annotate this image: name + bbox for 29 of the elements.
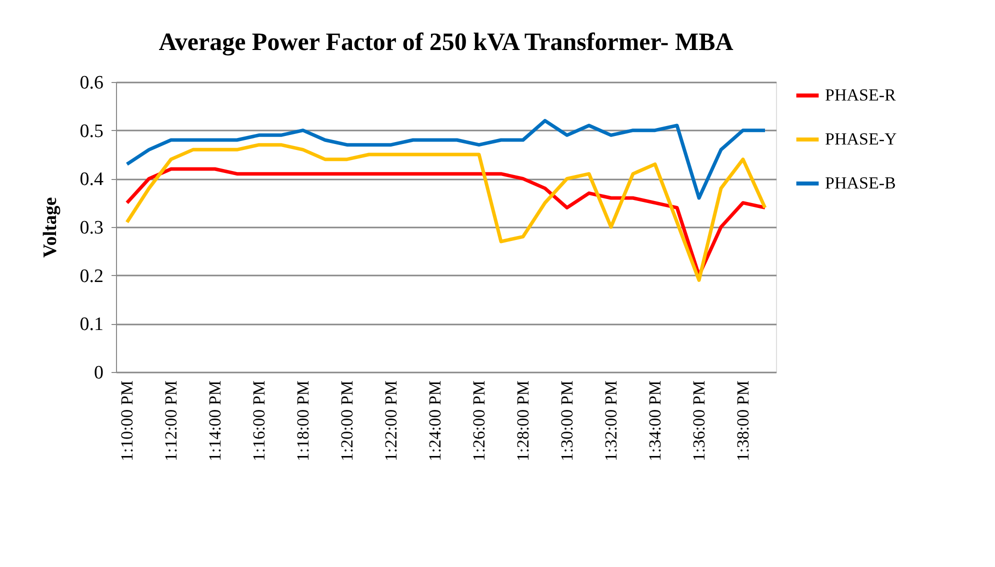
x-tick-label: 1:34:00 PM [646, 380, 664, 462]
chart-title: Average Power Factor of 250 kVA Transformer- MBA [158, 29, 734, 56]
x-tick-label: 1:18:00 PM [294, 380, 312, 462]
legend-label: PHASE-B [825, 174, 896, 192]
x-tick-label: 1:38:00 PM [734, 380, 752, 462]
x-tick-label: 1:14:00 PM [206, 380, 224, 462]
x-tick-label: 1:16:00 PM [250, 380, 268, 462]
y-tick-label: 0 [94, 362, 104, 384]
y-tick-label: 0.6 [80, 72, 104, 94]
x-tick-label: 1:10:00 PM [118, 380, 136, 462]
x-tick-label: 1:36:00 PM [690, 380, 708, 462]
x-tick-label: 1:12:00 PM [162, 380, 180, 462]
x-tick-label: 1:22:00 PM [382, 380, 400, 462]
y-axis-title: Voltage [40, 197, 61, 258]
y-tick-label: 0.2 [80, 266, 104, 287]
line-series [125, 143, 767, 282]
x-tick-label: 1:32:00 PM [602, 380, 620, 462]
legend-label: PHASE-Y [825, 130, 897, 148]
y-tick-label: 0.1 [80, 314, 104, 336]
x-tick-label: 1:24:00 PM [426, 380, 444, 462]
x-tick-label: 1:20:00 PM [338, 380, 356, 462]
y-tick-label: 0.5 [80, 120, 104, 142]
x-tick-label: 1:26:00 PM [470, 380, 488, 462]
x-tick-label: 1:28:00 PM [514, 380, 532, 462]
y-tick-label: 0.3 [80, 218, 104, 238]
y-tick-label: 0.4 [80, 169, 104, 190]
line-series [125, 118, 767, 200]
legend-label: PHASE-R [825, 86, 897, 104]
x-tick-label: 1:30:00 PM [558, 380, 576, 462]
